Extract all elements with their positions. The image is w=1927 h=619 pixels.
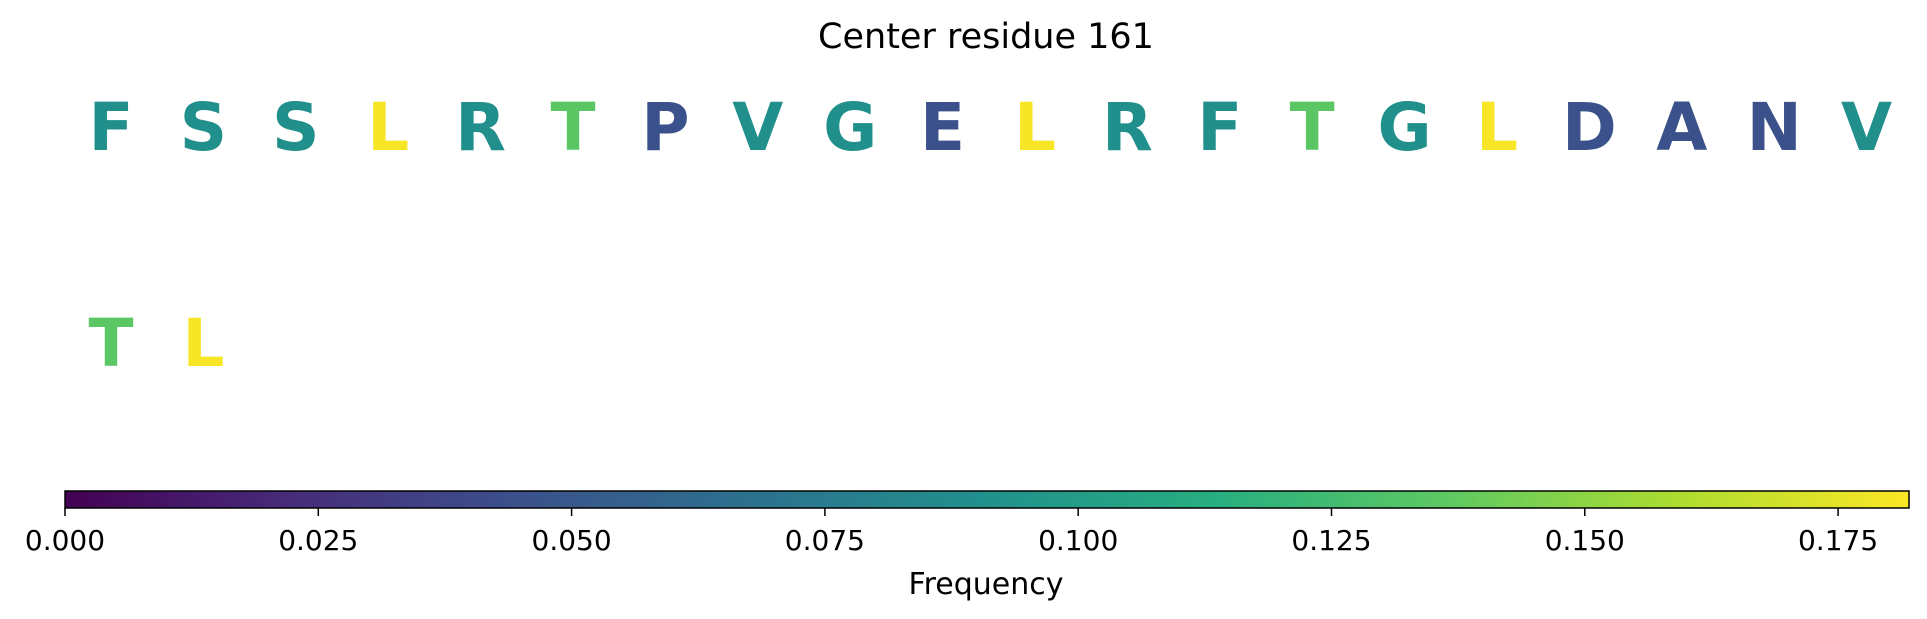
colorbar-tick-label: 0.100 [1038,524,1118,557]
residue-letter: L [182,305,224,382]
residue-letter: A [1656,89,1707,166]
residue-letter: G [1378,89,1432,166]
residue-letter: E [920,89,965,166]
colorbar-tick-label: 0.025 [278,524,358,557]
residue-letter: L [1476,89,1518,166]
colorbar-label: Frequency [909,567,1064,602]
colorbar-tick-label: 0.075 [785,524,865,557]
residue-letter: L [367,89,409,166]
colorbar-tick-label: 0.050 [532,524,612,557]
residue-letter: D [1562,89,1617,166]
residue-letter: F [88,89,133,166]
residue-letter: F [1197,89,1242,166]
colorbar-tick-label: 0.000 [25,524,105,557]
residue-letter: G [823,89,877,166]
residue-letter: N [1747,89,1802,166]
residue-letter: T [88,305,133,382]
chart-title: Center residue 161 [818,17,1154,57]
colorbar-tick-label: 0.150 [1545,524,1625,557]
residue-letter: R [1102,89,1153,166]
colorbar-gradient [64,490,1910,509]
residue-letter: P [641,89,689,166]
colorbar-tick-label: 0.125 [1291,524,1371,557]
residue-letter: S [180,89,228,166]
colorbar-ticks: 0.000 0.025 0.050 0.075 0.100 0.125 0.150 0.175 [25,508,1878,557]
colorbar: 0.000 0.025 0.050 0.075 0.100 0.125 0.150 0.175… [25,490,1910,602]
residue-letter: T [550,89,595,166]
residue-letter: T [1290,89,1335,166]
colorbar-tick-label: 0.175 [1798,524,1878,557]
residue-letter: V [1841,89,1892,166]
residue-grid: F S S L R T P V G E L R F T G L D A N VT L [88,89,1892,382]
residue-letter: R [455,89,506,166]
residue-letter: L [1014,89,1056,166]
residue-letter: S [272,89,320,166]
residue-letter: V [732,89,783,166]
